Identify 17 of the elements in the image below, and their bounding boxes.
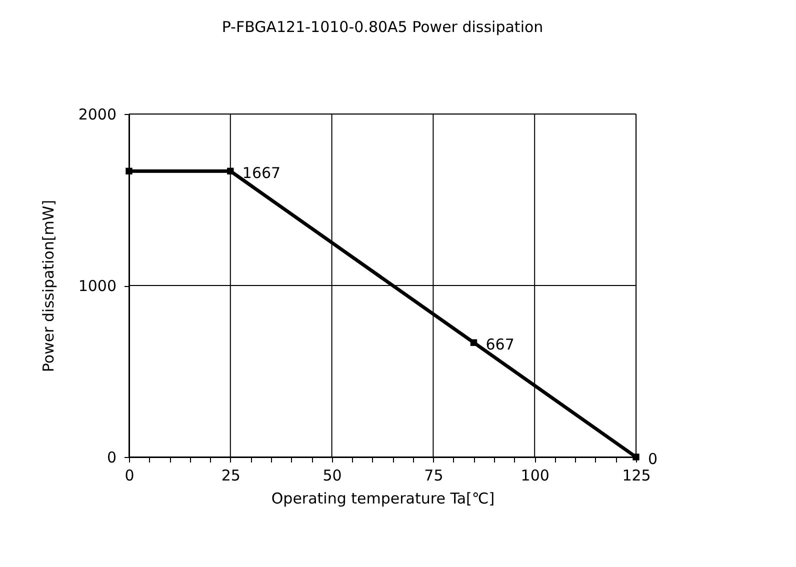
y-axis-title: Power dissipation[mW] — [39, 200, 58, 372]
y-tick-label: 2000 — [78, 106, 116, 124]
x-axis-title: Operating temperature Ta[℃] — [271, 490, 495, 508]
x-tick-label: 100 — [520, 466, 550, 484]
x-tick-label: 0 — [124, 466, 134, 484]
data-label: 1667 — [242, 164, 281, 182]
x-tick-label: 75 — [424, 466, 444, 484]
data-label: 667 — [486, 336, 514, 354]
x-tick-label: 125 — [622, 466, 651, 484]
chart-title: P-FBGA121-1010-0.80A5 Power dissipation — [222, 18, 544, 36]
point — [632, 454, 640, 460]
x-tick-label: 25 — [221, 466, 240, 484]
point — [470, 339, 478, 346]
x-tick-label: 50 — [322, 466, 342, 484]
y-tick-label: 1000 — [78, 277, 116, 295]
data-label: 0 — [648, 450, 658, 468]
y-tick-label: 0 — [106, 448, 116, 466]
